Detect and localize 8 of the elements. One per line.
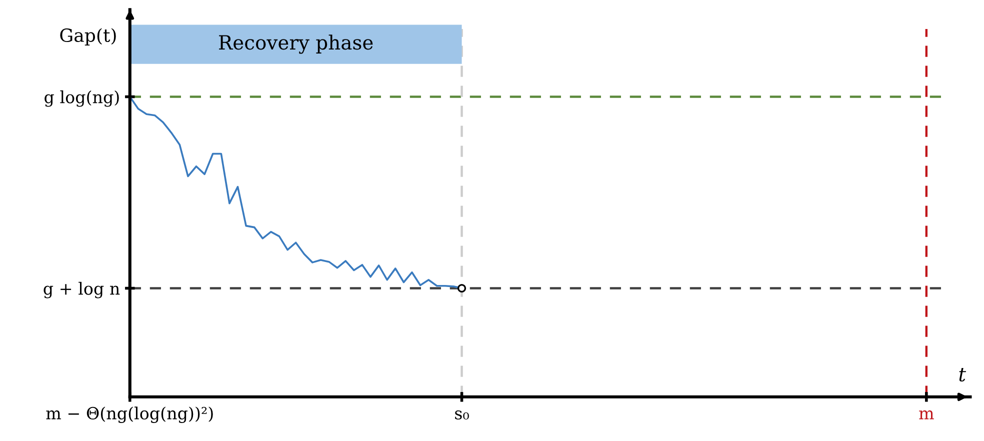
x-tick-label: m − Θ(ng(log(ng))²) — [46, 406, 213, 423]
x-tick-label: m — [919, 410, 934, 420]
y-axis-title: Gap(t) — [60, 28, 116, 46]
ref-line-label: g log(ng) — [44, 90, 119, 107]
ref-line-label: g + log n — [44, 282, 120, 298]
x-tick-label: s₀ — [455, 410, 469, 420]
x-axis-title: t — [959, 368, 966, 382]
text: Recovery phase — [219, 34, 373, 54]
